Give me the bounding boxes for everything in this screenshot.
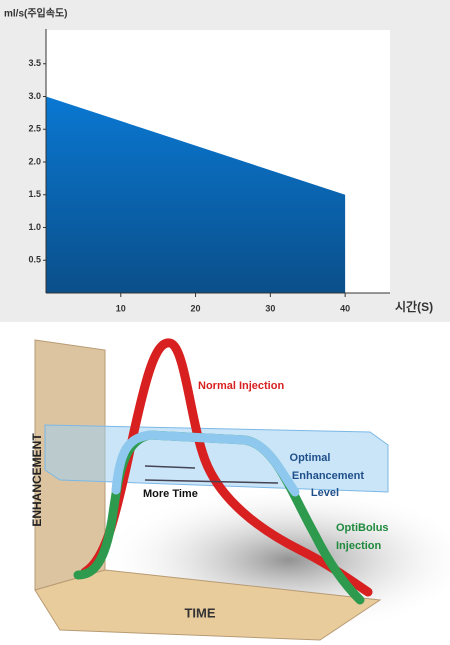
x-tick-label: 30 bbox=[265, 303, 275, 313]
x-tick-label: 10 bbox=[116, 303, 126, 313]
y-tick-label: 0.5 bbox=[28, 255, 41, 265]
area bbox=[46, 96, 346, 293]
y-axis-label: ml/s(주입속도) bbox=[4, 7, 67, 20]
y-tick-label: 1.5 bbox=[28, 189, 41, 199]
y-tick-label: 3.0 bbox=[28, 91, 41, 101]
y-tick-label: 3.5 bbox=[28, 58, 41, 68]
time-label: TIME bbox=[184, 605, 215, 620]
y-tick-label: 2.0 bbox=[28, 156, 41, 166]
x-tick-label: 20 bbox=[191, 303, 201, 313]
optimal-label: Optimal bbox=[290, 452, 331, 464]
chart: 0.5 1.0 1.5 2.0 2.5 3.0 3.5 10 20 30 40 bbox=[28, 29, 390, 313]
normal-curve bbox=[80, 338, 373, 597]
arrow bbox=[144, 479, 279, 484]
more-time-label: More Time bbox=[143, 488, 198, 500]
optibolus-curve-highlight bbox=[111, 430, 300, 497]
optimal-label: Enhancement bbox=[292, 470, 364, 482]
x-axis-label: 시간(S) bbox=[395, 299, 433, 314]
optibolus-label: OptiBolus bbox=[336, 522, 389, 534]
illustration: ENHANCEMENT TIME Normal Injection Optima… bbox=[30, 338, 450, 641]
y-tick-label: 2.5 bbox=[28, 124, 41, 134]
y-tick-label: 1.0 bbox=[28, 222, 41, 232]
enhancement-label: ENHANCEMENT bbox=[30, 433, 44, 527]
optibolus-label: Injection bbox=[336, 540, 382, 552]
x-tick-label: 40 bbox=[340, 303, 350, 313]
normal-label: Normal Injection bbox=[198, 380, 284, 392]
arrow bbox=[144, 465, 196, 469]
optimal-label: Level bbox=[311, 487, 339, 499]
